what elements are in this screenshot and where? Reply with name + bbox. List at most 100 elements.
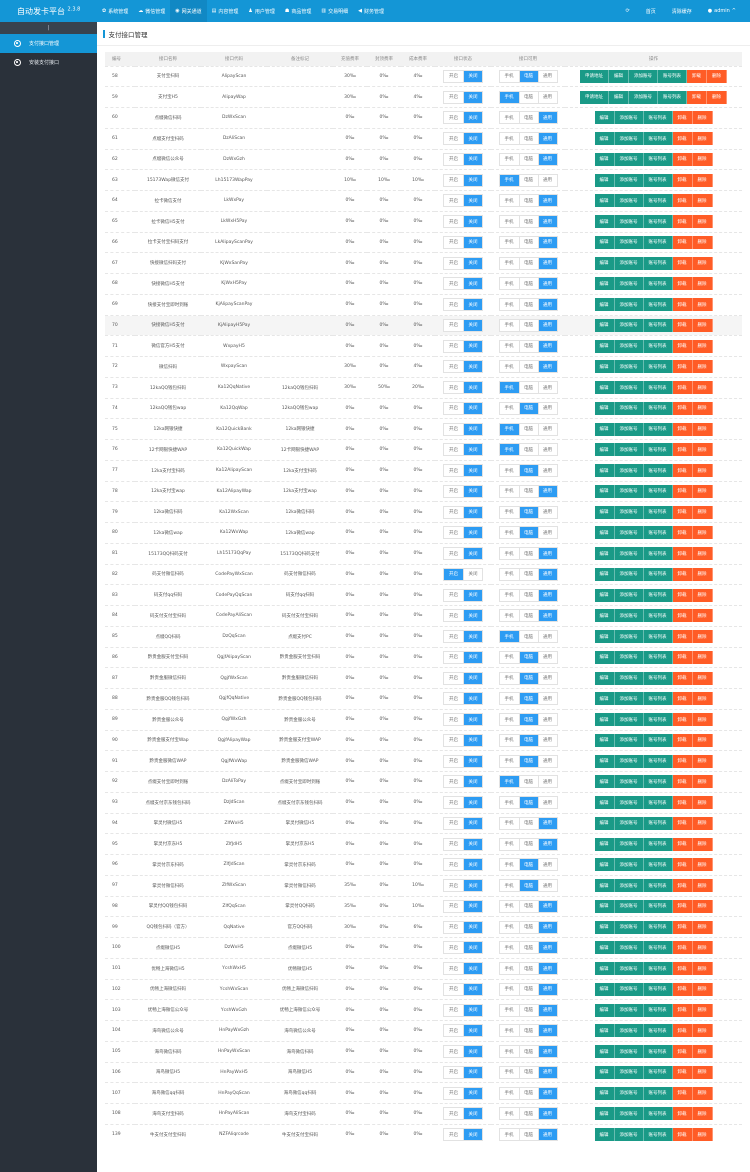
usage-option-universal[interactable]: 通用	[537, 382, 557, 394]
delete-button[interactable]: 删除	[692, 339, 713, 353]
uninstall-button[interactable]: 卸载	[672, 816, 693, 830]
usage-option-pc[interactable]: 电脑	[518, 340, 538, 352]
usage-option-pc[interactable]: 电脑	[518, 1046, 538, 1058]
delete-button[interactable]: 删除	[692, 837, 713, 851]
status-option-on[interactable]: 开启	[444, 527, 463, 539]
account-list-button[interactable]: 账号列表	[643, 318, 673, 332]
status-option-off[interactable]: 关闭	[463, 1004, 482, 1016]
usage-option-universal[interactable]: 通用	[537, 402, 557, 414]
add-account-button[interactable]: 添加账号	[614, 298, 644, 312]
add-account-button[interactable]: 添加账号	[614, 1024, 644, 1038]
usage-toggle[interactable]: 手机 电脑 通用	[498, 692, 558, 706]
status-option-off[interactable]: 关闭	[463, 942, 482, 954]
status-option-on[interactable]: 开启	[444, 734, 463, 746]
status-option-off[interactable]: 关闭	[463, 859, 482, 871]
usage-option-mobile[interactable]: 手机	[499, 423, 519, 435]
usage-toggle[interactable]: 手机 电脑 通用	[498, 630, 558, 644]
usage-option-pc[interactable]: 电脑	[518, 838, 538, 850]
add-account-button[interactable]: 添加账号	[614, 1107, 644, 1121]
usage-toggle[interactable]: 手机 电脑 通用	[498, 464, 558, 478]
usage-toggle[interactable]: 手机 电脑 通用	[498, 152, 558, 166]
delete-button[interactable]: 删除	[692, 754, 713, 768]
usage-option-mobile[interactable]: 手机	[499, 714, 519, 726]
usage-option-universal[interactable]: 通用	[537, 610, 557, 622]
usage-option-pc[interactable]: 电脑	[518, 942, 538, 954]
usage-option-pc[interactable]: 电脑	[518, 195, 538, 207]
usage-option-universal[interactable]: 通用	[537, 485, 557, 497]
delete-button[interactable]: 删除	[692, 505, 713, 519]
edit-button[interactable]: 编辑	[594, 422, 615, 436]
status-toggle[interactable]: 开启 关闭	[443, 858, 483, 872]
usage-option-pc[interactable]: 电脑	[518, 921, 538, 933]
account-list-button[interactable]: 账号列表	[643, 588, 673, 602]
status-option-on[interactable]: 开启	[444, 257, 463, 269]
status-toggle[interactable]: 开启 关闭	[443, 111, 483, 125]
add-account-button[interactable]: 添加账号	[614, 692, 644, 706]
status-option-off[interactable]: 关闭	[463, 672, 482, 684]
status-option-on[interactable]: 开启	[444, 672, 463, 684]
uninstall-button[interactable]: 卸载	[672, 464, 693, 478]
status-option-off[interactable]: 关闭	[463, 631, 482, 643]
status-toggle[interactable]: 开启 关闭	[443, 256, 483, 270]
status-option-on[interactable]: 开启	[444, 423, 463, 435]
usage-option-mobile[interactable]: 手机	[499, 382, 519, 394]
delete-button[interactable]: 删除	[692, 588, 713, 602]
edit-button[interactable]: 编辑	[594, 630, 615, 644]
usage-option-mobile[interactable]: 手机	[499, 506, 519, 518]
usage-option-mobile[interactable]: 手机	[499, 70, 519, 82]
usage-toggle[interactable]: 手机 电脑 通用	[498, 796, 558, 810]
status-toggle[interactable]: 开启 关闭	[443, 173, 483, 187]
usage-option-mobile[interactable]: 手机	[499, 1004, 519, 1016]
add-account-button[interactable]: 添加账号	[614, 194, 644, 208]
account-list-button[interactable]: 账号列表	[643, 339, 673, 353]
delete-button[interactable]: 删除	[692, 1045, 713, 1059]
status-option-on[interactable]: 开启	[444, 983, 463, 995]
add-account-button[interactable]: 添加账号	[614, 1065, 644, 1079]
uninstall-button[interactable]: 卸载	[672, 609, 693, 623]
usage-toggle[interactable]: 手机 电脑 通用	[498, 132, 558, 146]
usage-option-universal[interactable]: 通用	[537, 465, 557, 477]
usage-option-universal[interactable]: 通用	[537, 734, 557, 746]
status-option-off[interactable]: 关闭	[463, 70, 482, 82]
delete-button[interactable]: 删除	[692, 1128, 713, 1142]
uninstall-button[interactable]: 卸载	[672, 360, 693, 374]
usage-toggle[interactable]: 手机 电脑 通用	[498, 1003, 558, 1017]
status-option-off[interactable]: 关闭	[463, 465, 482, 477]
uninstall-button[interactable]: 卸载	[672, 920, 693, 934]
uninstall-button[interactable]: 卸载	[672, 713, 693, 727]
uninstall-button[interactable]: 卸载	[672, 775, 693, 789]
status-option-off[interactable]: 关闭	[463, 1025, 482, 1037]
usage-option-pc[interactable]: 电脑	[518, 548, 538, 560]
usage-toggle[interactable]: 手机 电脑 通用	[498, 256, 558, 270]
usage-option-mobile[interactable]: 手机	[499, 174, 519, 186]
status-toggle[interactable]: 开启 关闭	[443, 235, 483, 249]
account-list-button[interactable]: 账号列表	[643, 194, 673, 208]
edit-button[interactable]: 编辑	[594, 194, 615, 208]
add-account-button[interactable]: 添加账号	[614, 256, 644, 270]
status-option-off[interactable]: 关闭	[463, 506, 482, 518]
status-option-on[interactable]: 开启	[444, 714, 463, 726]
sidebar-toggle[interactable]: |	[0, 22, 97, 34]
delete-button[interactable]: 删除	[692, 775, 713, 789]
status-toggle[interactable]: 开启 关闭	[443, 1065, 483, 1079]
uninstall-button[interactable]: 卸载	[672, 650, 693, 664]
usage-option-mobile[interactable]: 手机	[499, 340, 519, 352]
uninstall-button[interactable]: 卸载	[672, 547, 693, 561]
account-list-button[interactable]: 账号列表	[643, 1086, 673, 1100]
usage-option-pc[interactable]: 电脑	[518, 402, 538, 414]
status-option-on[interactable]: 开启	[444, 1004, 463, 1016]
status-toggle[interactable]: 开启 关闭	[443, 132, 483, 146]
brand[interactable]: 自动发卡平台 2.3.8	[0, 6, 97, 17]
status-option-off[interactable]: 关闭	[463, 651, 482, 663]
status-option-off[interactable]: 关闭	[463, 112, 482, 124]
status-option-on[interactable]: 开启	[444, 278, 463, 290]
add-account-button[interactable]: 添加账号	[614, 464, 644, 478]
usage-toggle[interactable]: 手机 电脑 通用	[498, 90, 558, 104]
account-list-button[interactable]: 账号列表	[643, 962, 673, 976]
delete-button[interactable]: 删除	[692, 464, 713, 478]
edit-button[interactable]: 编辑	[594, 1107, 615, 1121]
status-toggle[interactable]: 开启 关闭	[443, 339, 483, 353]
add-account-button[interactable]: 添加账号	[614, 1003, 644, 1017]
delete-button[interactable]: 删除	[692, 713, 713, 727]
uninstall-button[interactable]: 卸载	[672, 173, 693, 187]
